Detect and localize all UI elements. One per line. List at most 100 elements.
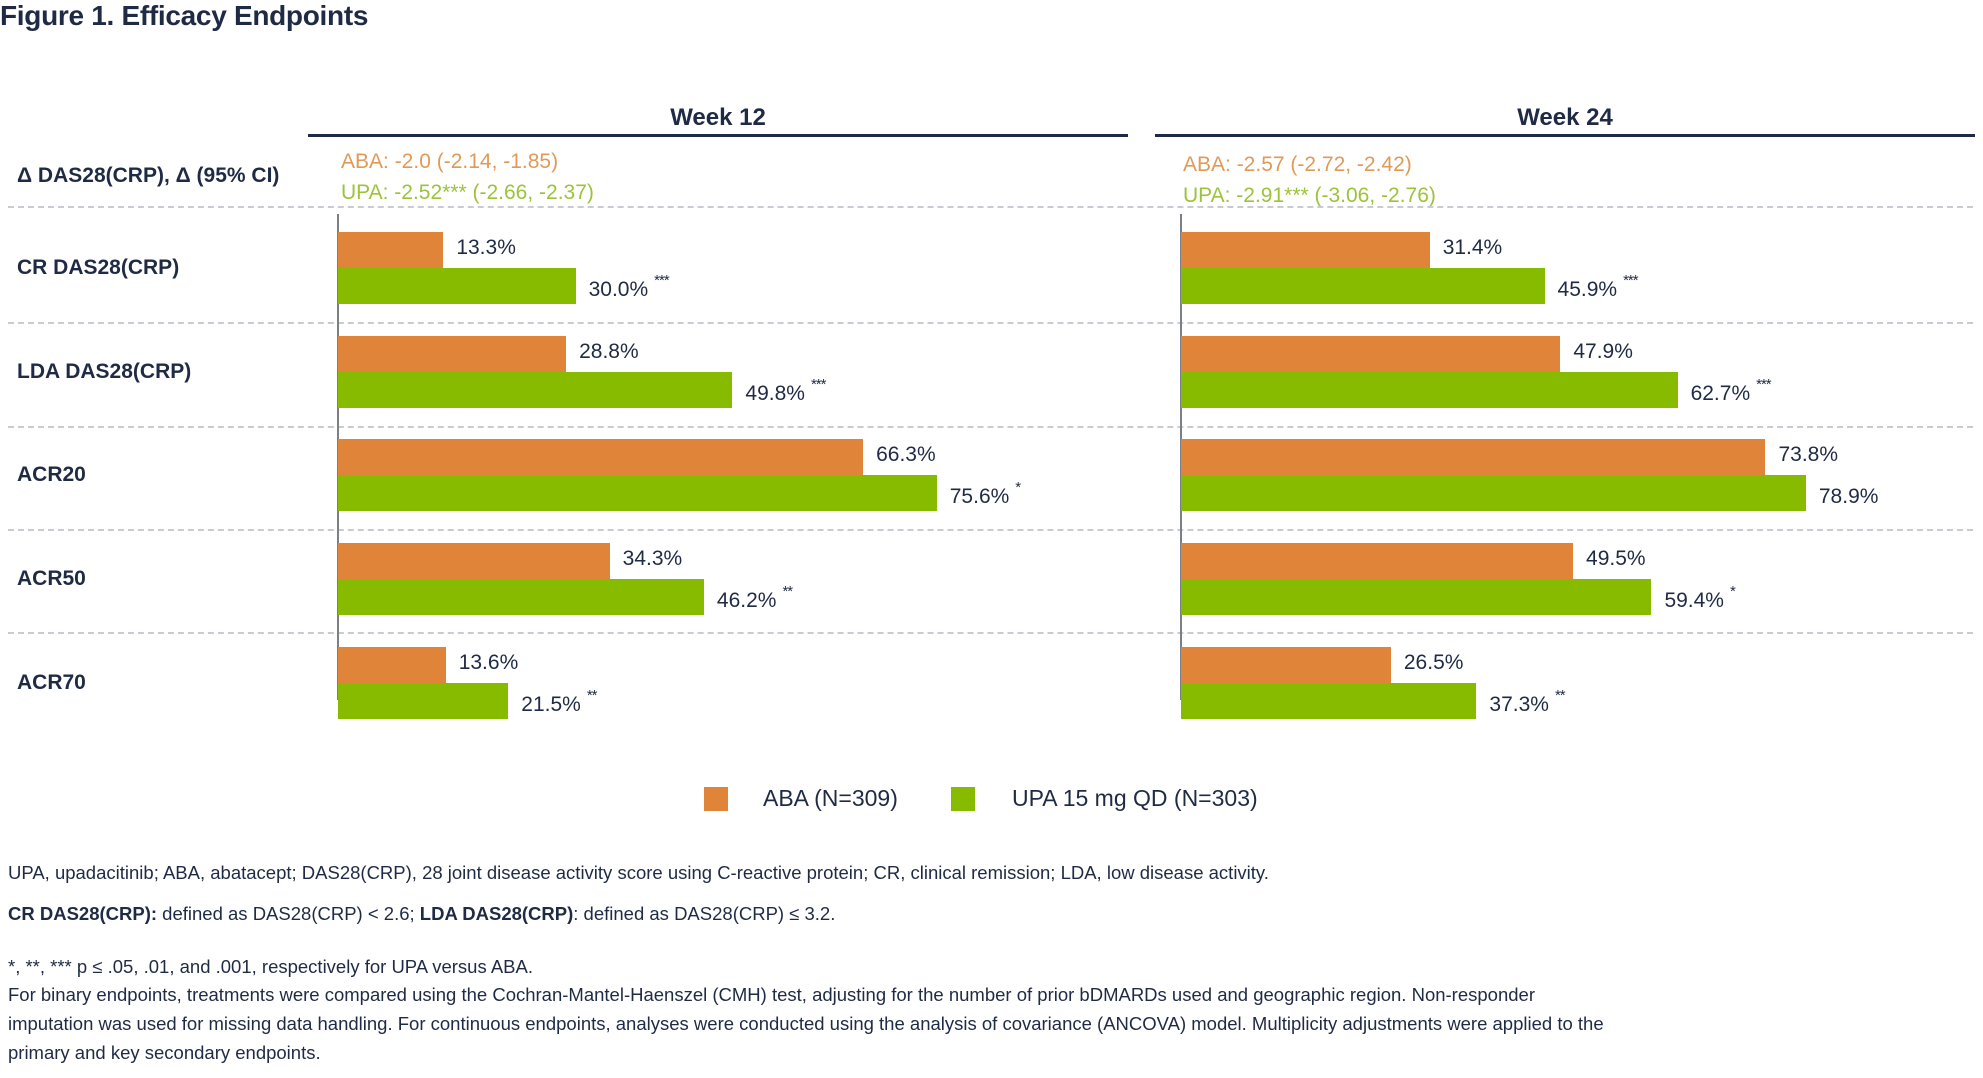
legend-swatch-upa xyxy=(951,787,975,811)
value-label-week12-acr70-aba: 13.6% xyxy=(459,651,519,675)
value-label-week24-lda-upa: 62.7% *** xyxy=(1690,376,1772,406)
value-text: 13.6% xyxy=(458,650,519,674)
value-text: 34.3% xyxy=(622,547,683,571)
value-label-week24-acr20-upa: 78.9% xyxy=(1819,485,1879,509)
delta-week24-aba: ABA: -2.57 (-2.72, -2.42) xyxy=(1183,153,1412,176)
bar-week12-lda-aba xyxy=(338,335,567,372)
value-text: 30.0% xyxy=(588,278,649,301)
footnote-definitions: CR DAS28(CRP): defined as DAS28(CRP) < 2… xyxy=(8,903,835,925)
value-label-week24-cr-upa: 45.9% *** xyxy=(1557,272,1639,302)
value-label-week12-acr50-aba: 34.3% xyxy=(623,547,683,571)
category-label-acr50: ACR50 xyxy=(17,567,86,591)
value-label-week12-acr20-aba: 66.3% xyxy=(876,443,936,467)
legend-label-aba: ABA (N=309) xyxy=(763,785,898,811)
bar-week12-acr50-upa xyxy=(338,579,704,616)
value-text: 21.5% xyxy=(521,692,581,716)
significance-marker: *** xyxy=(1623,272,1638,289)
bar-week12-acr20-upa xyxy=(338,475,937,512)
value-text: 66.3% xyxy=(876,443,936,467)
value-label-week24-cr-aba: 31.4% xyxy=(1443,236,1503,260)
value-text: 47.9% xyxy=(1573,339,1633,363)
bar-week12-acr70-aba xyxy=(338,646,446,683)
row-separator xyxy=(8,632,1973,634)
value-label-week24-acr50-upa: 59.4% * xyxy=(1664,583,1735,613)
value-text: 13.3% xyxy=(456,236,516,259)
value-text: 45.9% xyxy=(1557,278,1618,301)
value-label-week24-acr20-aba: 73.8% xyxy=(1778,443,1838,467)
bar-week12-lda-upa xyxy=(338,371,733,408)
value-label-week12-acr20-upa: 75.6% * xyxy=(949,479,1021,509)
value-text: 75.6% xyxy=(949,485,1010,509)
value-label-week12-lda-aba: 28.8% xyxy=(579,340,639,364)
value-text: 46.2% xyxy=(716,589,777,613)
row-separator xyxy=(8,426,1973,428)
value-label-week12-cr-upa: 30.0% *** xyxy=(588,272,670,302)
significance-marker: *** xyxy=(1756,375,1771,393)
significance-marker: *** xyxy=(654,272,669,289)
category-label-acr20: ACR20 xyxy=(17,463,86,487)
bar-week24-acr70-aba xyxy=(1181,646,1391,683)
significance-marker: *** xyxy=(810,375,826,393)
value-text: 28.8% xyxy=(579,339,639,363)
bar-week24-lda-upa xyxy=(1181,371,1678,408)
value-text: 49.8% xyxy=(745,381,805,405)
value-label-week24-acr70-aba: 26.5% xyxy=(1404,651,1464,675)
bar-week12-acr50-aba xyxy=(338,543,610,580)
row-separator xyxy=(8,206,1973,208)
significance-marker: * xyxy=(1015,479,1021,497)
value-text: 49.5% xyxy=(1586,547,1646,571)
footnote-methods-line2: imputation was used for missing data han… xyxy=(8,1013,1604,1034)
def-lda-text: : defined as DAS28(CRP) ≤ 3.2. xyxy=(573,903,836,924)
significance-marker: ** xyxy=(586,686,598,704)
bar-week24-acr70-upa xyxy=(1181,682,1477,719)
bar-week12-acr20-aba xyxy=(338,439,864,476)
legend-swatch-aba xyxy=(704,787,728,811)
category-label-lda: LDA DAS28(CRP) xyxy=(17,359,192,383)
bar-week12-acr70-upa xyxy=(338,682,509,719)
bar-week12-cr-aba xyxy=(338,232,444,268)
bar-week24-lda-aba xyxy=(1181,335,1561,372)
bar-week12-cr-upa xyxy=(338,268,576,304)
value-text: 62.7% xyxy=(1690,381,1751,405)
panel-title-week12: Week 12 xyxy=(670,104,766,131)
def-cr-text: defined as DAS28(CRP) < 2.6; xyxy=(157,903,420,924)
value-text: 31.4% xyxy=(1442,236,1503,259)
value-label-week12-acr70-upa: 21.5% ** xyxy=(521,687,597,717)
bar-week24-acr20-upa xyxy=(1181,475,1806,512)
value-label-week24-lda-aba: 47.9% xyxy=(1573,340,1633,364)
significance-marker: * xyxy=(1729,583,1736,601)
delta-week12-aba: ABA: -2.0 (-2.14, -1.85) xyxy=(341,150,559,173)
category-label-cr: CR DAS28(CRP) xyxy=(17,256,180,279)
significance-marker: ** xyxy=(1554,686,1566,704)
bar-week24-cr-aba xyxy=(1181,232,1430,268)
value-label-week24-acr70-upa: 37.3% ** xyxy=(1489,687,1565,717)
figure-title: Figure 1. Efficacy Endpoints xyxy=(0,0,369,31)
value-text: 73.8% xyxy=(1778,443,1839,467)
delta-week24-upa: UPA: -2.91*** (-3.06, -2.76) xyxy=(1183,184,1436,207)
def-lda-label: LDA DAS28(CRP) xyxy=(419,903,574,924)
row-label-delta: Δ DAS28(CRP), Δ (95% CI) xyxy=(17,164,280,187)
value-text: 26.5% xyxy=(1403,650,1464,674)
value-label-week24-acr50-aba: 49.5% xyxy=(1586,547,1646,571)
panel-title-week24: Week 24 xyxy=(1517,104,1613,131)
def-cr-label: CR DAS28(CRP): xyxy=(8,903,158,924)
category-label-acr70: ACR70 xyxy=(17,670,86,694)
row-separator xyxy=(8,322,1973,324)
delta-week12-upa: UPA: -2.52*** (-2.66, -2.37) xyxy=(341,181,594,204)
significance-marker: ** xyxy=(782,583,793,601)
legend-label-upa: UPA 15 mg QD (N=303) xyxy=(1012,785,1258,811)
value-text: 78.9% xyxy=(1818,485,1879,509)
bar-week24-acr50-aba xyxy=(1181,543,1574,580)
value-label-week12-cr-aba: 13.3% xyxy=(456,236,516,260)
footnote-methods-line1: For binary endpoints, treatments were co… xyxy=(8,984,1535,1005)
footnote-abbreviations: UPA, upadacitinib; ABA, abatacept; DAS28… xyxy=(8,862,1269,883)
footnote-methods-line3: primary and key secondary endpoints. xyxy=(8,1042,321,1063)
row-separator xyxy=(8,529,1973,531)
panel-rule-week12 xyxy=(308,134,1128,137)
value-text: 59.4% xyxy=(1664,589,1724,613)
bar-week24-acr50-upa xyxy=(1181,579,1652,616)
value-text: 37.3% xyxy=(1489,692,1549,716)
footnote-significance: *, **, *** p ≤ .05, .01, and .001, respe… xyxy=(8,956,534,977)
bar-week24-acr20-aba xyxy=(1181,439,1766,476)
value-label-week12-acr50-upa: 46.2% ** xyxy=(716,583,793,613)
